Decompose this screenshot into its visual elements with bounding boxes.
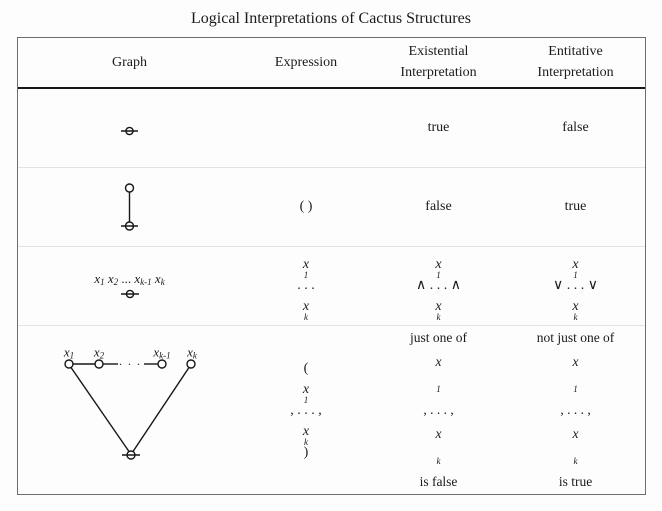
phrase-line: is true: [558, 474, 593, 490]
graph-cell-lobe: x1 x2 · · · xk-1 xk: [18, 326, 241, 494]
single-edge-graphic: [121, 183, 138, 231]
expression-cell: [241, 89, 371, 167]
node-label-x1: x1: [63, 344, 75, 361]
expression-cell: (x 1, . . . , x k): [290, 360, 322, 460]
graph-cell-rooted-node: [18, 89, 241, 167]
table-row: true false: [18, 89, 645, 167]
node-labels: x1 x2 ... xk-1 xk: [94, 271, 165, 288]
node-label-xk: xk: [187, 344, 197, 361]
graph-cell-single-edge: [18, 168, 241, 246]
entitative-cell: true: [564, 199, 587, 215]
figure-title: Logical Interpretations of Cactus Struct…: [191, 10, 471, 27]
header-line: Interpretation: [537, 65, 614, 81]
graph-cell-labeled-node: x1 x2 ... xk-1 xk: [18, 247, 241, 325]
header-line: Interpretation: [400, 65, 477, 81]
expression-cell: ( ): [299, 199, 313, 215]
column-header-expression: Expression: [274, 54, 338, 70]
rooted-node-graphic: [121, 126, 138, 135]
entitative-cell: false: [562, 120, 589, 136]
lobe-graphic: [64, 359, 196, 460]
rooted-node-graphic: [120, 290, 139, 299]
column-header-existential: Existential Interpretation: [371, 38, 506, 87]
node-label-xk1: xk-1: [153, 344, 171, 361]
phrase-line: just one of: [410, 330, 467, 346]
existential-cell: false: [425, 199, 452, 215]
header-line: Entitative: [548, 44, 603, 60]
column-header-graph: Graph: [112, 54, 147, 70]
table-header-row: Graph Expression Existential Interpretat…: [18, 38, 645, 89]
interpretation-table: Graph Expression Existential Interpretat…: [17, 37, 646, 495]
column-header-entitative: Entitative Interpretation: [506, 38, 645, 87]
phrase-line: is false: [419, 474, 458, 490]
table-row: ( ) false true: [18, 166, 645, 246]
table-row: x1 x2 · · · xk-1 xk (x 1, . . . , x k) jus…: [18, 325, 645, 494]
existential-cell: true: [427, 120, 450, 136]
ellipsis-dots: · · ·: [118, 357, 142, 372]
phrase-line: not just one of: [536, 330, 615, 346]
header-line: Existential: [408, 44, 469, 60]
node-label-x2: x2: [93, 344, 105, 361]
